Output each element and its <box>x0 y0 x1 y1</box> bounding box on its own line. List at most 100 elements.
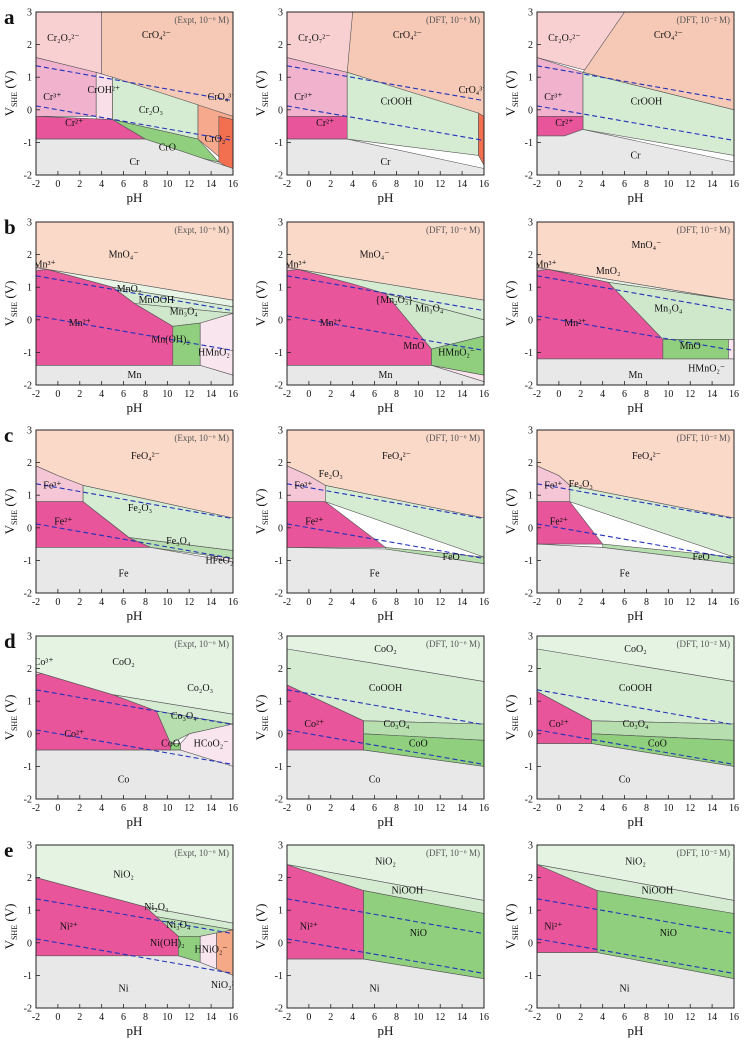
region-label: MnO <box>403 341 424 352</box>
x-axis-title: pH <box>378 608 394 623</box>
water-oxidation-line <box>36 483 233 520</box>
region-label: FeO₄²⁻ <box>131 451 160 462</box>
water-oxidation-line <box>287 689 484 726</box>
y-tick-label: 0 <box>278 523 283 534</box>
x-tick-label: 12 <box>685 389 695 400</box>
panel-a-2: Cr₂O₇²⁻ CrO₄²⁻ Cr³⁺ CrOOH CrO₄³⁻ Cr²⁺ Cr (DFT, … <box>253 8 489 206</box>
y-tick-label: -1 <box>525 556 533 567</box>
region-7 <box>36 749 233 799</box>
x-tick-label: 12 <box>435 597 445 608</box>
x-tick-label: 8 <box>143 803 148 814</box>
x-tick-label: 2 <box>328 179 333 190</box>
x-tick-label: 14 <box>457 597 467 608</box>
y-tick-label: -2 <box>275 171 283 182</box>
region-label: Mn <box>629 370 643 381</box>
plot-frame <box>536 844 735 1009</box>
y-tick-label: 0 <box>278 729 283 740</box>
y-tick-label: 3 <box>27 8 32 19</box>
x-tick-label: 0 <box>556 803 561 814</box>
x-tick-label: 4 <box>600 803 605 814</box>
region-label: CrO₄²⁻ <box>142 30 171 41</box>
x-tick-label: 2 <box>328 1012 333 1023</box>
region-label: Ni <box>119 983 129 994</box>
x-tick-label: 10 <box>413 1012 423 1023</box>
region-label: Fe²⁺ <box>550 516 568 527</box>
x-tick-label: 6 <box>372 1012 377 1023</box>
x-tick-label: -2 <box>32 389 40 400</box>
region-label: Co²⁺ <box>304 719 324 730</box>
region-label: Cr₂O₇²⁻ <box>47 33 79 44</box>
x-tick-label: 10 <box>663 597 673 608</box>
x-axis-title: pH <box>628 1023 644 1038</box>
y-tick-label: 2 <box>278 458 283 469</box>
x-tick-label: 4 <box>350 803 355 814</box>
x-tick-label: 6 <box>622 597 627 608</box>
y-tick-label: 0 <box>27 938 32 949</box>
region-label: Cr²⁺ <box>65 118 83 129</box>
condition-label: (Expt, 10⁻⁶ M) <box>174 225 229 235</box>
water-oxidation-line <box>287 483 484 520</box>
region-3 <box>582 71 734 156</box>
region-5 <box>662 339 734 360</box>
x-tick-label: 12 <box>184 179 194 190</box>
x-axis-title: pH <box>628 608 644 623</box>
region-label: Cr³⁺ <box>544 92 562 103</box>
region-label: Ni(OH)₂ <box>150 938 185 949</box>
y-tick-label: 0 <box>27 105 32 116</box>
y-tick-label: 3 <box>27 841 32 852</box>
x-tick-label: 2 <box>328 597 333 608</box>
x-tick-label: 6 <box>121 389 126 400</box>
water-oxidation-line <box>537 898 734 935</box>
region-label: Cr³⁺ <box>43 92 61 103</box>
region-label: Mn <box>128 370 142 381</box>
x-tick-label: 12 <box>184 803 194 814</box>
y-axis-title: VSHE (V) <box>503 71 520 117</box>
region-label: NiOOH <box>642 886 674 897</box>
region-label: Cr₂O₃ <box>139 105 163 116</box>
region-label: Co²⁺ <box>549 719 569 730</box>
x-axis-title: pH <box>378 190 394 205</box>
region-label: Mn <box>379 370 393 381</box>
water-reduction-line <box>36 105 233 141</box>
row-letter-a: a <box>4 5 15 29</box>
region-0 <box>537 845 734 901</box>
x-tick-label: 14 <box>457 179 467 190</box>
x-tick-label: 6 <box>121 597 126 608</box>
x-tick-label: 2 <box>77 597 82 608</box>
y-tick-label: 1 <box>278 283 283 294</box>
y-tick-label: 1 <box>528 697 533 708</box>
region-4 <box>287 958 484 1008</box>
y-tick-label: 1 <box>27 283 32 294</box>
y-tick-label: -2 <box>525 1004 533 1015</box>
water-oxidation-line <box>537 65 734 102</box>
water-reduction-line <box>287 938 484 974</box>
condition-label: (DFT, 10⁻² M) <box>676 225 730 235</box>
y-tick-label: -1 <box>24 971 32 982</box>
x-tick-label: 8 <box>644 389 649 400</box>
x-tick-label: 12 <box>184 389 194 400</box>
y-tick-label: 2 <box>528 40 533 51</box>
region-label: CrO <box>159 142 176 153</box>
y-axis-title: VSHE (V) <box>2 71 19 117</box>
y-tick-label: 3 <box>27 632 32 643</box>
water-reduction-line <box>537 523 734 559</box>
region-label: CoO <box>648 739 667 750</box>
panel-a-1: Cr₂O₇²⁻ CrO₄²⁻ Cr³⁺ CrOH²⁺ Cr₂O₃ CrO₄³⁻ CrO₂⁻ C… <box>2 8 238 206</box>
y-tick-label: -2 <box>275 381 283 392</box>
region-6 <box>287 138 484 175</box>
region-9 <box>36 138 233 175</box>
x-tick-label: 4 <box>350 179 355 190</box>
x-tick-label: 8 <box>644 803 649 814</box>
water-reduction-line <box>287 315 484 351</box>
region-label: MnO₂ <box>596 266 621 277</box>
region-label: Mn₃O₄ <box>415 303 444 314</box>
water-oxidation-line <box>287 898 484 935</box>
region-label: Mn²⁺ <box>69 318 91 329</box>
region-label: HNiO₂⁻ <box>195 944 228 955</box>
region-label: FeO₄²⁻ <box>632 451 661 462</box>
region-label: MnO₄⁻ <box>360 250 390 261</box>
x-tick-label: 16 <box>729 1012 739 1023</box>
y-tick-label: -1 <box>24 556 32 567</box>
x-tick-label: 8 <box>644 1012 649 1023</box>
region-label: Mn³⁺ <box>285 259 307 270</box>
